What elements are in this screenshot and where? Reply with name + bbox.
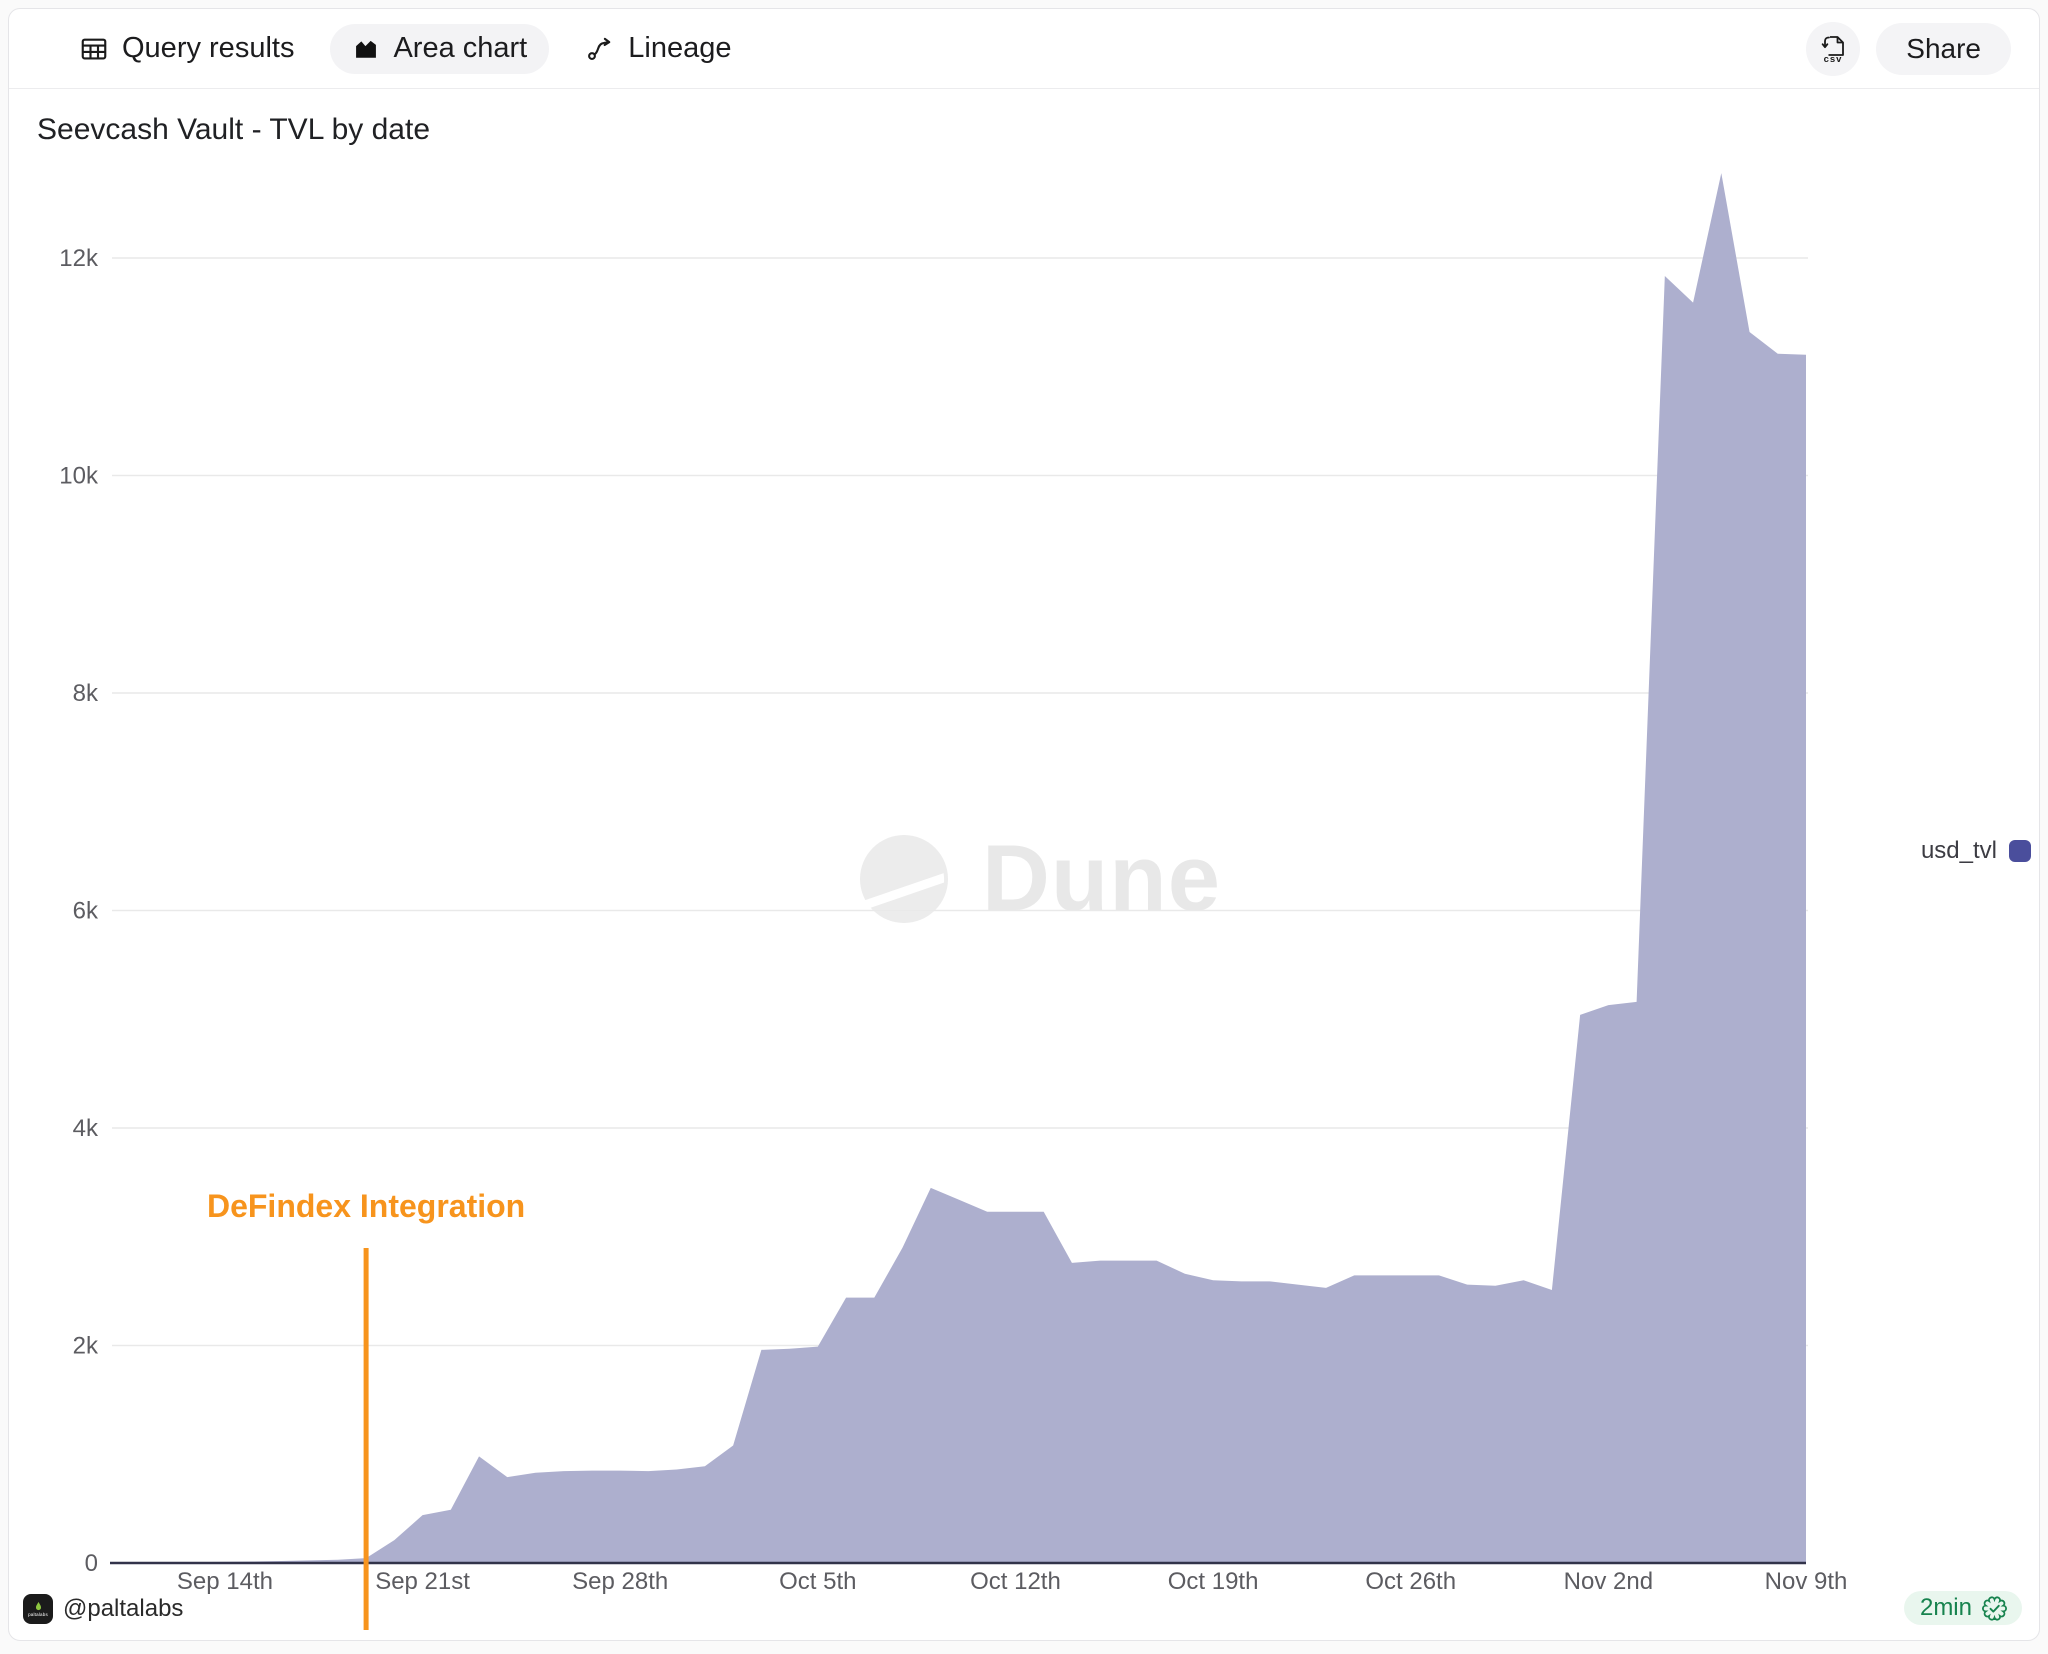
x-tick-label: Oct 5th — [779, 1568, 856, 1595]
y-tick-label: 8k — [73, 680, 99, 707]
visualization-toolbar: Query results Area chart Lineage csv — [9, 9, 2039, 89]
table-grid-icon — [81, 38, 107, 59]
paltalabs-droplet-icon — [35, 1601, 41, 1611]
x-tick-label: Oct 12th — [970, 1568, 1061, 1595]
y-tick-label: 0 — [85, 1550, 98, 1577]
annotation-label: DeFindex Integration — [206, 1188, 526, 1224]
export-csv-button[interactable]: csv — [1806, 21, 1861, 76]
share-button[interactable]: Share — [1876, 22, 2011, 75]
avatar-micro-label: paltalabs — [28, 1612, 48, 1617]
y-tick-label: 2k — [73, 1333, 99, 1360]
x-tick-label: Oct 19th — [1168, 1568, 1259, 1595]
tab-area-chart[interactable]: Area chart — [330, 23, 550, 74]
csv-icon-label: csv — [1824, 54, 1843, 65]
verified-seal-icon — [1982, 1595, 2007, 1621]
legend-swatch — [2009, 840, 2031, 862]
legend-label: usd_tvl — [1920, 837, 1997, 864]
runtime-label: 2min — [1919, 1594, 1972, 1621]
chart-title: Seevcash Vault - TVL by date — [37, 113, 431, 146]
area-chart-icon — [356, 40, 377, 58]
usd-tvl-area-series[interactable] — [112, 173, 1806, 1563]
legend-usd-tvl[interactable]: usd_tvl — [1921, 837, 2031, 865]
x-tick-label: Nov 9th — [1765, 1568, 1848, 1595]
y-tick-label: 4k — [73, 1115, 99, 1142]
y-tick-label: 6k — [73, 898, 99, 925]
dune-logo-icon — [859, 835, 949, 923]
tab-label: Area chart — [393, 32, 528, 64]
query-runtime-badge: 2min — [1903, 1591, 2022, 1625]
x-tick-label: Sep 14th — [177, 1568, 273, 1595]
lineage-icon — [588, 37, 611, 60]
share-label: Share — [1906, 32, 1981, 64]
tab-lineage[interactable]: Lineage — [563, 24, 753, 74]
tab-label: Query results — [122, 32, 295, 64]
y-tick-label: 10k — [59, 463, 99, 490]
csv-download-icon: csv — [1821, 35, 1845, 65]
x-tick-label: Sep 21st — [375, 1568, 470, 1595]
tab-label: Lineage — [628, 32, 732, 64]
author-row[interactable]: paltalabs @paltalabs — [23, 1594, 183, 1624]
x-tick-label: Sep 28th — [572, 1568, 668, 1595]
x-tick-label: Nov 2nd — [1564, 1568, 1653, 1595]
watermark-text: Dune — [982, 825, 1221, 930]
author-handle: @paltalabs — [63, 1595, 184, 1622]
tab-query-results[interactable]: Query results — [57, 24, 316, 74]
paltalabs-avatar: paltalabs — [23, 1594, 53, 1624]
x-tick-label: Oct 26th — [1365, 1568, 1456, 1595]
y-tick-label: 12k — [59, 245, 99, 272]
